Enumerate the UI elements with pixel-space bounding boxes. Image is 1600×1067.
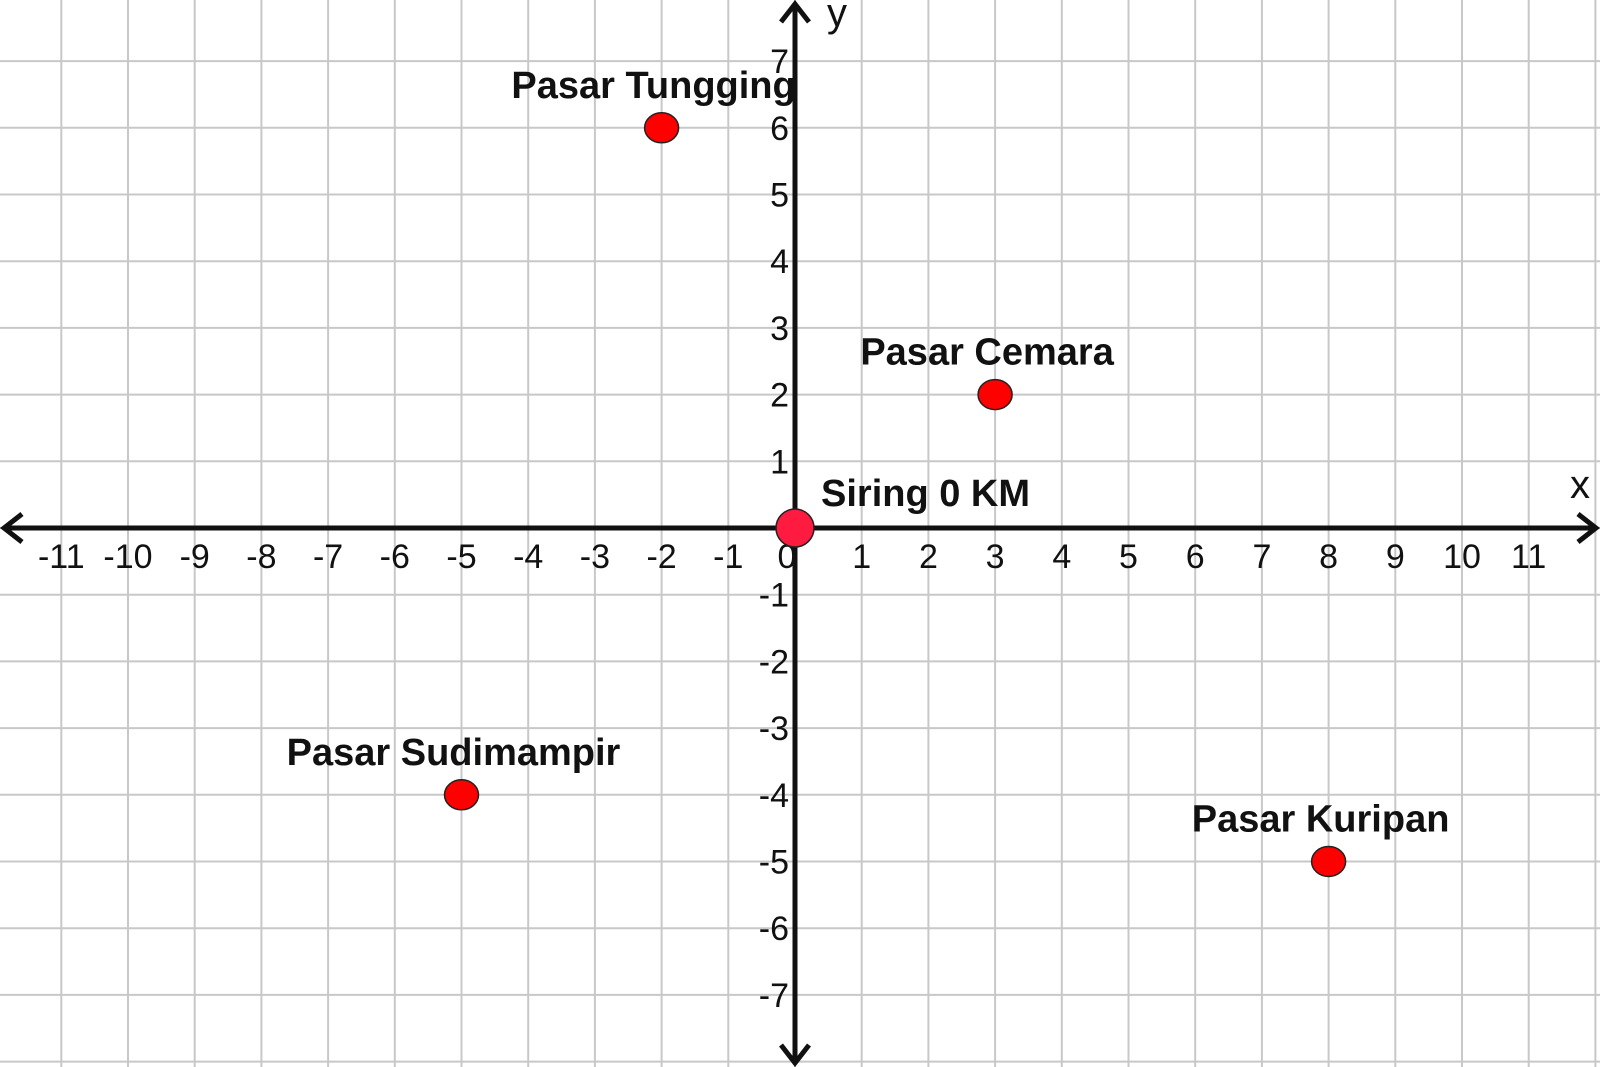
y-tick-label: -3 — [759, 710, 789, 748]
x-tick-label: 8 — [1319, 538, 1338, 576]
x-axis-label: x — [1570, 463, 1590, 507]
data-point-label: Siring 0 KM — [821, 473, 1030, 515]
data-point — [443, 779, 480, 811]
x-tick-label: 6 — [1186, 538, 1205, 576]
x-tick-label: 1 — [852, 538, 871, 576]
x-tick-label: -2 — [646, 538, 676, 576]
y-tick-label: 7 — [770, 43, 789, 81]
x-tick-label: -7 — [313, 538, 343, 576]
x-tick-label: -5 — [446, 538, 476, 576]
x-tick-label: 11 — [1511, 538, 1546, 576]
y-tick-label: -4 — [759, 777, 789, 815]
y-tick-label: 3 — [770, 310, 789, 348]
x-tick-label: 10 — [1443, 538, 1481, 576]
x-tick-label: 4 — [1052, 538, 1071, 576]
x-tick-label: -10 — [103, 538, 152, 576]
x-tick-label: 5 — [1119, 538, 1138, 576]
y-tick-label: -7 — [759, 977, 789, 1015]
x-tick-label: 9 — [1386, 538, 1405, 576]
y-tick-label: 5 — [770, 177, 789, 215]
y-tick-label: 4 — [770, 243, 789, 281]
data-point-label: Pasar Kuripan — [1192, 799, 1450, 841]
x-tick-label: -8 — [246, 538, 276, 576]
data-points: Pasar Tungging Pasar Cemara Siring 0 KM Pas… — [287, 65, 1450, 878]
x-axis-arrow-right — [1576, 512, 1600, 544]
y-tick-label: -5 — [759, 844, 789, 882]
y-axis-arrow-down — [779, 1043, 811, 1067]
x-tick-label: -1 — [713, 538, 743, 576]
data-point-label: Pasar Tungging — [511, 65, 795, 107]
x-tick-label: -3 — [580, 538, 610, 576]
y-tick-label: 1 — [770, 443, 789, 481]
x-axis-arrow-left — [0, 512, 24, 544]
origin-label: 0 — [778, 538, 797, 576]
x-tick-label: 7 — [1252, 538, 1271, 576]
data-point — [775, 508, 815, 548]
y-tick-label: -2 — [759, 643, 789, 681]
x-tick-label: -11 — [38, 538, 85, 576]
x-tick-label: -4 — [513, 538, 543, 576]
x-tick-label: 2 — [919, 538, 938, 576]
data-point-label: Pasar Cemara — [860, 332, 1114, 374]
y-tick-label: 2 — [770, 377, 789, 415]
data-point — [1310, 845, 1347, 878]
x-tick-label: -6 — [380, 538, 410, 576]
x-tick-label: -9 — [180, 538, 210, 576]
data-point — [643, 112, 680, 144]
y-axis-arrow-up — [779, 0, 811, 24]
data-point-label: Pasar Sudimampir — [287, 732, 621, 774]
y-tick-label: -1 — [759, 577, 789, 615]
data-point — [977, 378, 1013, 411]
y-tick-label: -6 — [759, 910, 789, 948]
tick-labels: -11 -10 -9 -8 -7 -6 -5 -4 -3 -2 -1 1 2 3 4 5 6 7 8 9 10 11765… — [38, 43, 1546, 1015]
x-tick-label: 3 — [986, 538, 1005, 576]
y-tick-label: 6 — [770, 110, 789, 148]
y-axis-label: y — [827, 0, 847, 35]
